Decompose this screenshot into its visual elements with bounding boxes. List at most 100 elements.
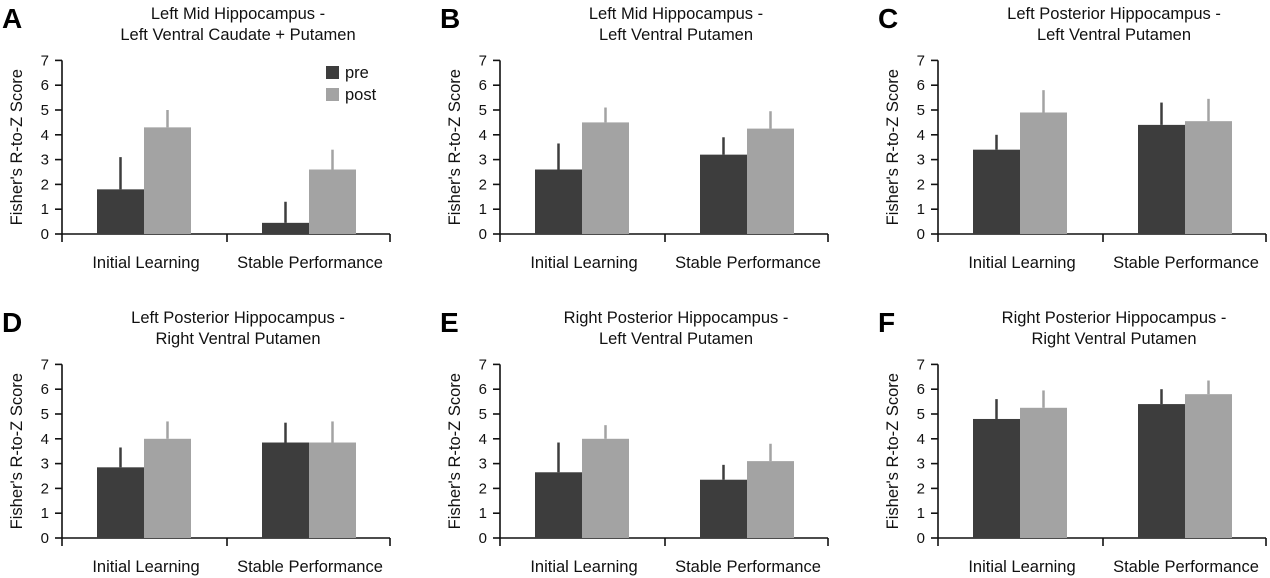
y-tick-label: 2 (479, 480, 487, 497)
y-tick-label: 1 (917, 505, 925, 522)
bar-post (1185, 121, 1232, 234)
bar-post (309, 442, 356, 538)
x-category-label: Stable Performance (675, 254, 821, 272)
x-category-label: Initial Learning (968, 254, 1075, 272)
bar-post (747, 128, 794, 234)
y-tick-label: 0 (41, 530, 49, 547)
y-axis-label: Fisher's R-to-Z Score (884, 373, 902, 529)
x-category-label: Stable Performance (237, 254, 383, 272)
panel-letter: A (2, 3, 22, 34)
bar-post (582, 438, 629, 538)
y-tick-label: 6 (41, 381, 49, 398)
bar-pre (262, 222, 309, 234)
y-tick-label: 7 (917, 52, 925, 69)
chart-title-line: Left Ventral Putamen (1037, 26, 1191, 44)
panel-e: E Right Posterior Hippocampus - Left Ventr… (440, 307, 829, 576)
legend-label-pre: pre (345, 64, 369, 82)
bar-post (1020, 407, 1067, 538)
panel-letter: B (440, 3, 460, 34)
y-tick-label: 7 (41, 356, 49, 373)
y-tick-label: 2 (479, 176, 487, 193)
y-tick-label: 6 (917, 77, 925, 94)
y-tick-label: 1 (41, 505, 49, 522)
bar-pre (700, 479, 747, 538)
bar-pre (262, 442, 309, 538)
y-axis-label: Fisher's R-to-Z Score (884, 69, 902, 225)
x-category-label: Stable Performance (1113, 254, 1259, 272)
bar-post (1020, 112, 1067, 234)
legend-label-post: post (345, 86, 377, 104)
y-tick-label: 5 (917, 406, 925, 423)
y-tick-label: 3 (41, 152, 49, 169)
y-tick-label: 4 (41, 127, 49, 144)
bar-pre (97, 467, 144, 538)
bar-post (1185, 394, 1232, 538)
y-axis-label: Fisher's R-to-Z Score (446, 373, 464, 529)
y-tick-label: 4 (917, 127, 925, 144)
x-category-label: Initial Learning (968, 558, 1075, 576)
y-tick-label: 3 (917, 152, 925, 169)
chart-title-line: Left Ventral Putamen (599, 26, 753, 44)
y-tick-label: 4 (479, 127, 487, 144)
y-tick-label: 5 (41, 102, 49, 119)
y-tick-label: 1 (479, 201, 487, 218)
panel-d: D Left Posterior Hippocampus - Right Ventr… (2, 307, 391, 576)
bar-pre (535, 472, 582, 538)
panel-f: F Right Posterior Hippocampus - Right Vent… (878, 307, 1267, 576)
y-axis-label: Fisher's R-to-Z Score (8, 373, 26, 529)
y-axis-label: Fisher's R-to-Z Score (8, 69, 26, 225)
bar-pre (97, 189, 144, 234)
bar-post (747, 461, 794, 538)
y-tick-label: 5 (479, 406, 487, 423)
legend-swatch-pre (326, 66, 339, 79)
y-tick-label: 0 (479, 530, 487, 547)
bar-pre (535, 169, 582, 234)
x-category-label: Stable Performance (1113, 558, 1259, 576)
bar-post (309, 169, 356, 234)
y-tick-label: 2 (917, 176, 925, 193)
panel-letter: F (878, 307, 895, 338)
x-category-label: Initial Learning (92, 254, 199, 272)
y-tick-label: 5 (479, 102, 487, 119)
bar-post (144, 127, 191, 234)
bar-post (582, 122, 629, 234)
chart-title-line: Left Mid Hippocampus - (151, 5, 325, 23)
bar-pre (1138, 404, 1185, 538)
y-tick-label: 6 (917, 381, 925, 398)
y-tick-label: 6 (479, 381, 487, 398)
y-tick-label: 2 (917, 480, 925, 497)
panel-a: A Left Mid Hippocampus - Left Ventral Caud… (2, 3, 391, 272)
chart-title-line: Left Mid Hippocampus - (589, 5, 763, 23)
y-tick-label: 3 (479, 152, 487, 169)
chart-title-line: Left Ventral Caudate + Putamen (120, 26, 355, 44)
bar-pre (1138, 124, 1185, 234)
panel-letter: C (878, 3, 898, 34)
y-tick-label: 1 (479, 505, 487, 522)
x-category-label: Initial Learning (530, 558, 637, 576)
bar-pre (973, 418, 1020, 538)
panel-letter: E (440, 307, 459, 338)
y-tick-label: 3 (41, 456, 49, 473)
y-tick-label: 0 (41, 226, 49, 243)
y-tick-label: 0 (479, 226, 487, 243)
chart-title-line: Right Ventral Putamen (155, 330, 320, 348)
y-tick-label: 7 (479, 52, 487, 69)
y-tick-label: 2 (41, 176, 49, 193)
legend-swatch-post (326, 88, 339, 101)
panel-c: C Left Posterior Hippocampus - Left Ventra… (878, 3, 1267, 272)
chart-title-line: Left Posterior Hippocampus - (1007, 5, 1221, 23)
chart-title-line: Right Posterior Hippocampus - (1002, 309, 1227, 327)
x-category-label: Initial Learning (92, 558, 199, 576)
y-tick-label: 5 (917, 102, 925, 119)
y-tick-label: 6 (479, 77, 487, 94)
y-tick-label: 4 (917, 431, 925, 448)
panel-b: B Left Mid Hippocampus - Left Ventral Puta… (440, 3, 829, 272)
x-category-label: Initial Learning (530, 254, 637, 272)
y-tick-label: 4 (479, 431, 487, 448)
bar-pre (973, 149, 1020, 234)
bar-post (144, 438, 191, 538)
y-tick-label: 6 (41, 77, 49, 94)
chart-title-line: Left Posterior Hippocampus - (131, 309, 345, 327)
chart-title-line: Right Posterior Hippocampus - (564, 309, 789, 327)
y-tick-label: 0 (917, 226, 925, 243)
